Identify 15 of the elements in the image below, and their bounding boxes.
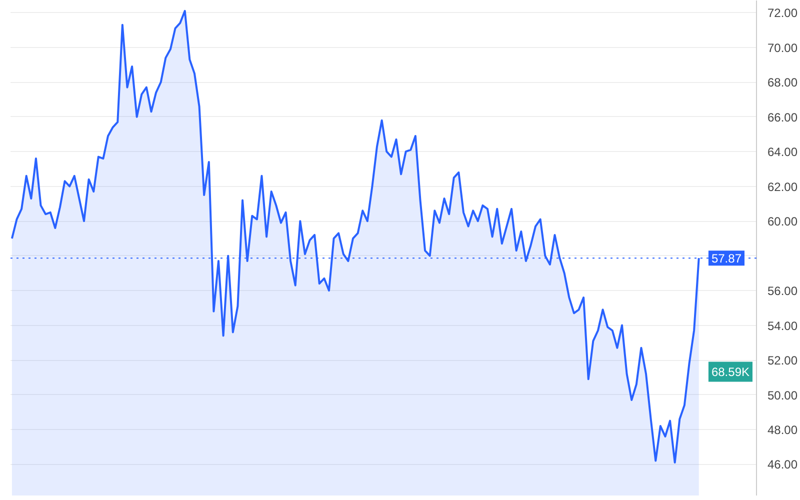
y-tick-label: 72.00 bbox=[768, 6, 798, 20]
y-tick-label: 46.00 bbox=[768, 458, 798, 472]
y-tick-label: 50.00 bbox=[768, 388, 798, 402]
y-tick-label: 52.00 bbox=[768, 354, 798, 368]
y-tick-label: 68.00 bbox=[768, 76, 798, 90]
y-tick-label: 66.00 bbox=[768, 110, 798, 124]
ref-line-label: 57.87 bbox=[711, 252, 742, 266]
y-tick-label: 54.00 bbox=[768, 318, 798, 333]
y-tick-label: 62.00 bbox=[768, 180, 798, 194]
text: 68.59K bbox=[711, 364, 750, 379]
y-tick-label: 60.00 bbox=[768, 214, 798, 229]
y-tick-label: 48.00 bbox=[768, 423, 798, 437]
y-tick-label: 56.00 bbox=[768, 284, 798, 298]
y-tick-label: 64.00 bbox=[768, 145, 798, 160]
y-tick-label: 70.00 bbox=[768, 40, 798, 55]
